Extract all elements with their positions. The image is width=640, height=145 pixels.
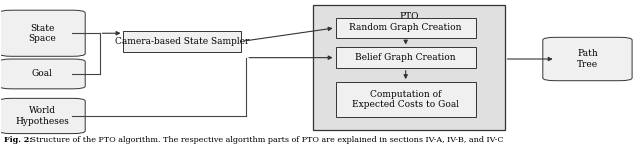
Text: Computation of
Expected Costs to Goal: Computation of Expected Costs to Goal (352, 90, 459, 109)
FancyBboxPatch shape (0, 98, 85, 134)
FancyBboxPatch shape (0, 10, 85, 56)
Text: Random Graph Creation: Random Graph Creation (349, 23, 462, 32)
Text: Path
Tree: Path Tree (577, 49, 598, 69)
Text: World
Hypotheses: World Hypotheses (15, 106, 69, 126)
Text: State
Space: State Space (28, 23, 56, 43)
FancyBboxPatch shape (335, 47, 476, 68)
FancyBboxPatch shape (335, 18, 476, 38)
Text: Structure of the PTO algorithm. The respective algorithm parts of PTO are explai: Structure of the PTO algorithm. The resp… (28, 136, 504, 144)
Text: Fig. 2:: Fig. 2: (4, 136, 32, 144)
FancyBboxPatch shape (0, 59, 85, 89)
FancyBboxPatch shape (124, 31, 241, 52)
FancyBboxPatch shape (313, 5, 504, 129)
Text: Belief Graph Creation: Belief Graph Creation (355, 53, 456, 62)
Text: Camera-based State Sampler: Camera-based State Sampler (115, 37, 250, 46)
FancyBboxPatch shape (543, 37, 632, 81)
Text: PTO: PTO (399, 12, 419, 21)
Text: Goal: Goal (32, 69, 52, 78)
FancyBboxPatch shape (335, 82, 476, 117)
